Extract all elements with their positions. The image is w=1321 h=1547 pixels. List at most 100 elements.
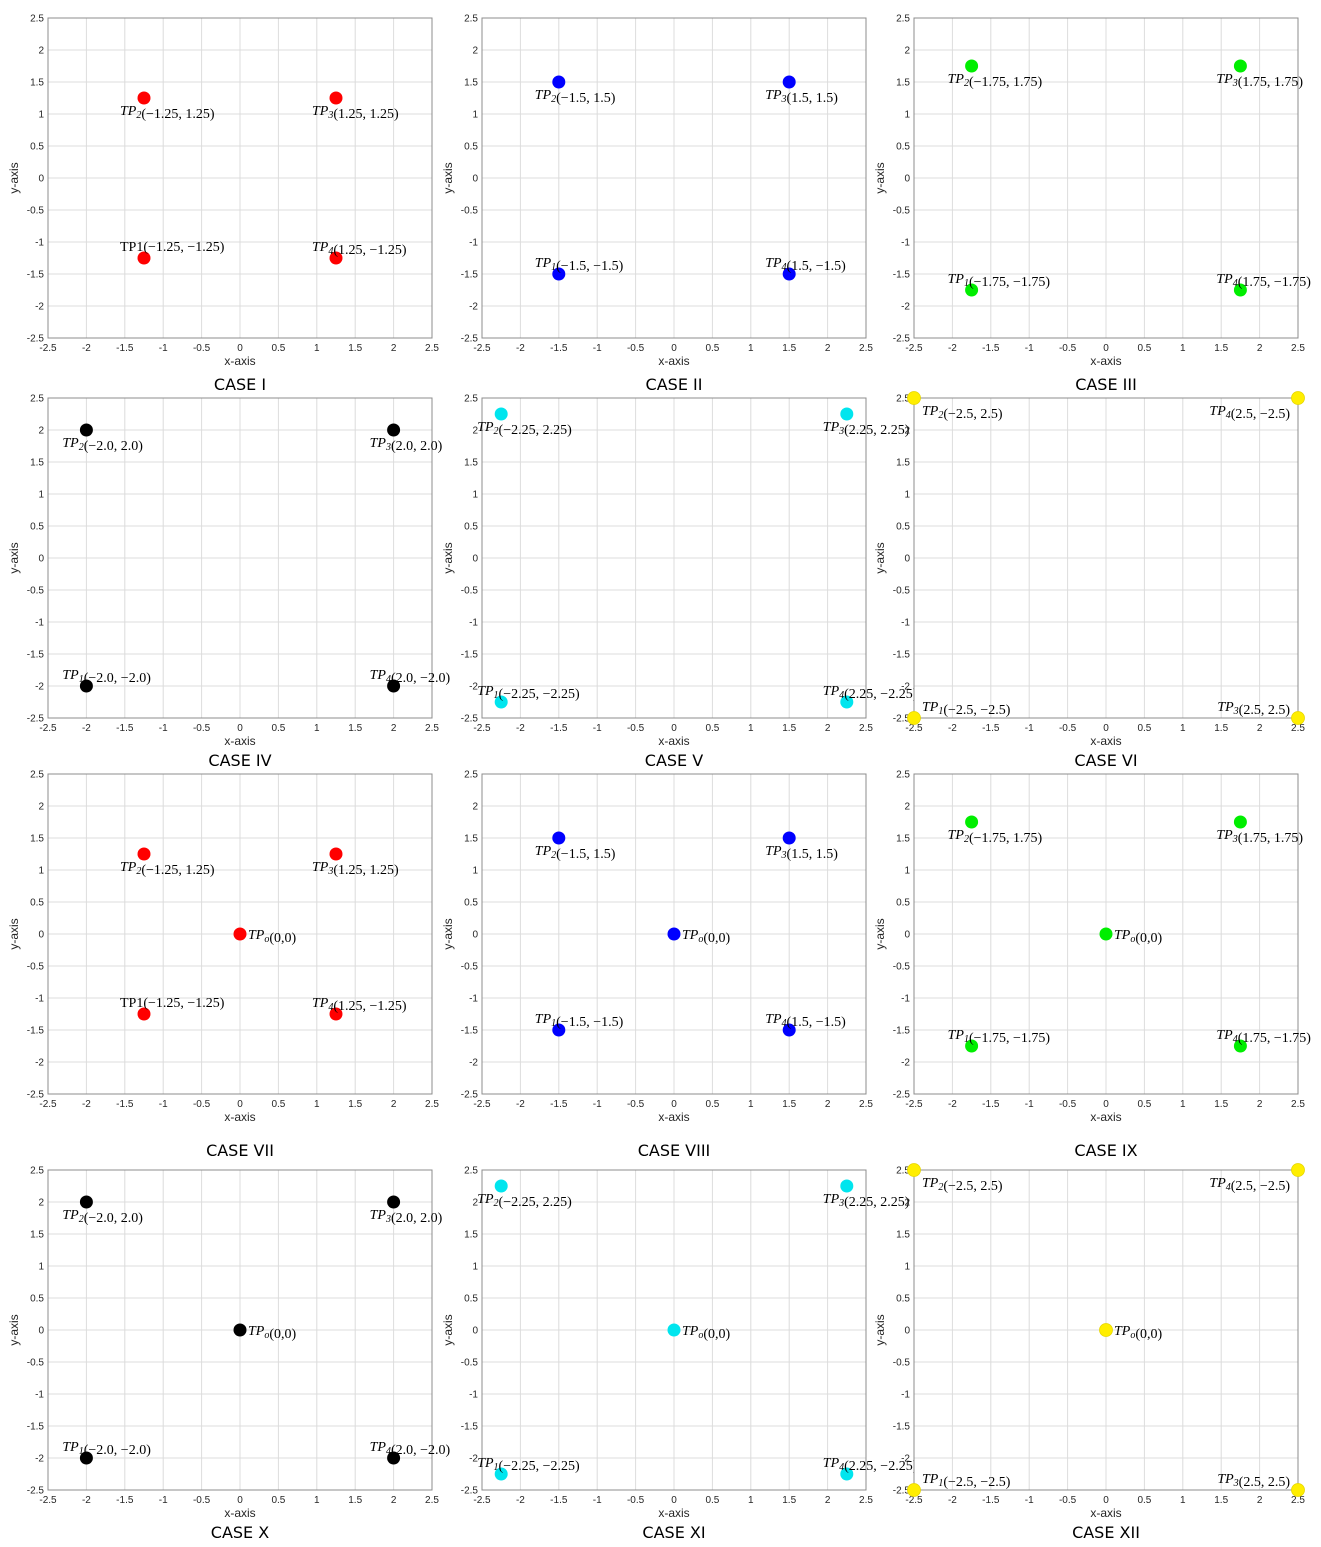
x-tick-label: 1 xyxy=(748,1495,754,1506)
point-label: TPo(0,0) xyxy=(1114,928,1163,946)
point-label: TP2(−1.25, 1.25) xyxy=(120,860,215,878)
y-axis-label: y-axis xyxy=(441,918,455,949)
x-tick-label: -2 xyxy=(82,1495,91,1506)
data-point xyxy=(907,1483,921,1497)
point-label: TP2(−1.75, 1.75) xyxy=(948,828,1043,846)
point-label: TP3(2.25, 2.25) xyxy=(823,1192,910,1210)
plot-frame xyxy=(913,1169,1299,1491)
x-tick-label: -1.5 xyxy=(550,723,568,734)
y-tick-label: 1.5 xyxy=(30,458,44,469)
x-tick-label: 2 xyxy=(825,343,831,354)
y-tick-label: 0.5 xyxy=(896,142,910,153)
y-tick-label: 1 xyxy=(38,1262,44,1273)
y-tick-label: 0 xyxy=(904,930,910,941)
y-tick-label: 2.5 xyxy=(30,394,44,405)
case-caption: CASE XI xyxy=(642,1523,705,1542)
y-tick-label: -2.5 xyxy=(461,1486,479,1497)
y-tick-label: -2 xyxy=(901,682,910,693)
plot-frame xyxy=(47,773,433,1095)
y-tick-label: 0.5 xyxy=(464,142,478,153)
x-tick-label: -1 xyxy=(593,1495,602,1506)
x-tick-label: 1 xyxy=(1180,723,1186,734)
y-tick-label: -2 xyxy=(469,1058,478,1069)
x-tick-label: -1 xyxy=(1025,723,1034,734)
case-caption: CASE XII xyxy=(1072,1523,1140,1542)
x-tick-label: -0.5 xyxy=(193,1495,211,1506)
scatter-series: TP2(−1.25, 1.25) TP3(1.25, 1.25) TP1(−1.25… xyxy=(120,91,407,265)
point-label: TP1(−1.5, −1.5) xyxy=(535,256,624,274)
x-tick-label: 1 xyxy=(748,723,754,734)
point-label: TP3(1.25, 1.25) xyxy=(312,104,399,122)
subplot-6: -2.5 -2 -1.5 -1 -0.5 0 0.5 1 1.5 2 2.5 -2.5 -2 -1.5 -1… xyxy=(873,391,1305,770)
data-point xyxy=(1233,283,1247,297)
y-tick-label: 2 xyxy=(904,426,910,437)
x-tick-label: -2 xyxy=(516,1495,525,1506)
y-axis-label: y-axis xyxy=(441,162,455,193)
data-point xyxy=(965,59,979,73)
y-tick-label: 1 xyxy=(38,866,44,877)
x-tick-label: 1.5 xyxy=(782,1495,796,1506)
x-tick-label: -1.5 xyxy=(550,1099,568,1110)
y-tick-label: 2 xyxy=(38,802,44,813)
subplot-2: -2.5 -2 -1.5 -1 -0.5 0 0.5 1 1.5 2 2.5 -2.5 -2 -1.5 -1… xyxy=(441,14,873,395)
data-point xyxy=(667,927,681,941)
scatter-series: TP2(−1.75, 1.75) TP3(1.75, 1.75) TP1(−1.75… xyxy=(948,59,1311,297)
x-tick-label: -2 xyxy=(948,1495,957,1506)
y-tick-label: -2 xyxy=(35,682,44,693)
case-caption: CASE VII xyxy=(206,1141,274,1160)
data-point xyxy=(329,847,343,861)
x-tick-label: -2 xyxy=(516,723,525,734)
x-tick-label: 2.5 xyxy=(1291,1099,1305,1110)
point-label: TPo(0,0) xyxy=(682,928,731,946)
y-tick-label: 0 xyxy=(38,930,44,941)
y-tick-label: 2.5 xyxy=(896,14,910,25)
point-label: TP1(−1.25, −1.25) xyxy=(120,996,225,1011)
point-label: TP4(2.25, −2.25) xyxy=(823,684,918,702)
data-point xyxy=(137,91,151,105)
data-point xyxy=(965,283,979,297)
y-tick-label: 2 xyxy=(38,426,44,437)
y-tick-label: -2.5 xyxy=(893,334,911,345)
x-tick-label: 1.5 xyxy=(348,343,362,354)
subplot-3: -2.5 -2 -1.5 -1 -0.5 0 0.5 1 1.5 2 2.5 -2.5 -2 -1.5 -1… xyxy=(873,14,1311,395)
x-tick-label: -1.5 xyxy=(982,1495,1000,1506)
x-tick-label: 1.5 xyxy=(348,1099,362,1110)
x-tick-label: 2 xyxy=(391,343,397,354)
y-tick-label: -0.5 xyxy=(893,1358,911,1369)
y-tick-label: -1.5 xyxy=(893,1026,911,1037)
scatter-series: TP2(−2.0, 2.0) TP3(2.0, 2.0) TPo(0,0) TP1(−… xyxy=(62,1195,451,1465)
point-label: TP2(−1.5, 1.5) xyxy=(535,88,616,106)
data-point xyxy=(552,1023,566,1037)
case-caption: CASE X xyxy=(211,1523,269,1542)
y-tick-label: -1 xyxy=(469,618,478,629)
point-label: TP3(1.5, 1.5) xyxy=(765,88,838,106)
data-point xyxy=(1099,927,1113,941)
x-tick-label: -1 xyxy=(159,723,168,734)
x-axis-label: x-axis xyxy=(1090,354,1121,368)
data-point xyxy=(387,1195,401,1209)
x-tick-label: 0.5 xyxy=(705,1495,719,1506)
plot-frame xyxy=(913,773,1299,1095)
y-tick-label: -1.5 xyxy=(461,270,479,281)
y-tick-label: 0 xyxy=(38,174,44,185)
x-tick-label: 2 xyxy=(1257,1495,1263,1506)
x-tick-label: 1.5 xyxy=(348,1495,362,1506)
x-axis-label: x-axis xyxy=(1090,734,1121,748)
x-tick-label: 1 xyxy=(748,343,754,354)
y-tick-label: 2 xyxy=(38,1198,44,1209)
y-tick-label: -2.5 xyxy=(461,1090,479,1101)
y-tick-label: 2.5 xyxy=(30,14,44,25)
y-tick-label: -2 xyxy=(35,1058,44,1069)
point-label: TP4(1.75, −1.75) xyxy=(1216,272,1311,290)
x-tick-label: -2 xyxy=(82,723,91,734)
y-tick-label: 0.5 xyxy=(896,522,910,533)
x-tick-label: -1.5 xyxy=(982,343,1000,354)
point-label: TP4(2.25, −2.25) xyxy=(823,1456,918,1474)
x-tick-label: 1.5 xyxy=(1214,343,1228,354)
x-tick-label: 2 xyxy=(825,723,831,734)
y-tick-label: -1 xyxy=(35,994,44,1005)
data-point xyxy=(137,847,151,861)
subplot-5: -2.5 -2 -1.5 -1 -0.5 0 0.5 1 1.5 2 2.5 -2.5 -2 -1.5 -1… xyxy=(441,394,918,771)
y-tick-label: 0 xyxy=(904,1326,910,1337)
y-tick-label: 2.5 xyxy=(896,394,910,405)
